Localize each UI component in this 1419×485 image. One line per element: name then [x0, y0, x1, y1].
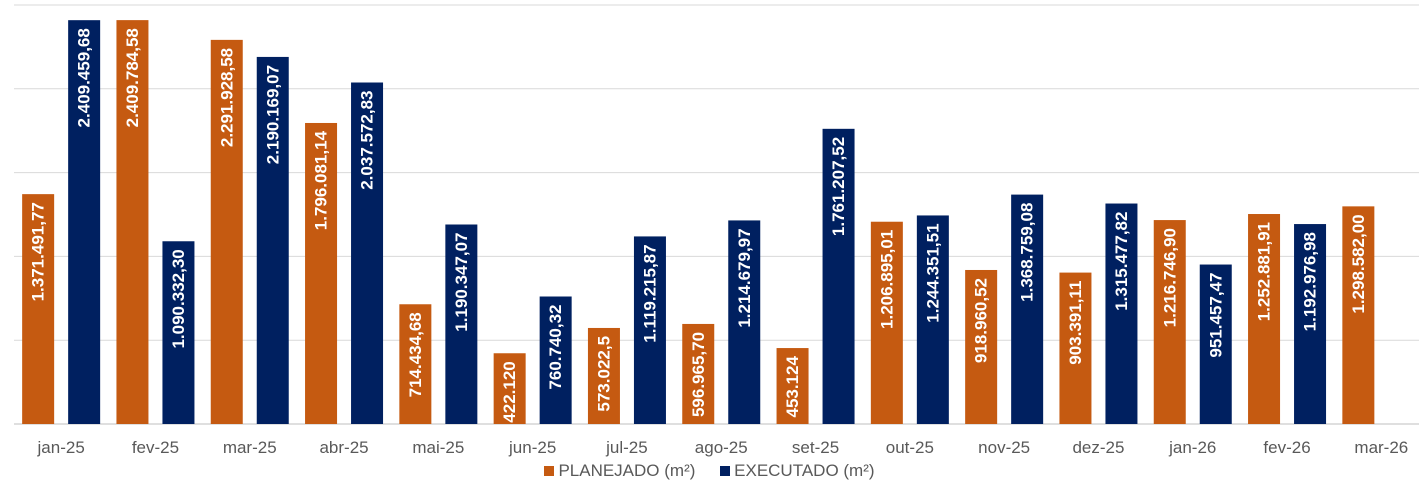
data-label: 2.037.572,83: [358, 91, 377, 190]
bar-executado: [728, 220, 761, 424]
data-label: 903.391,11: [1066, 281, 1085, 365]
x-tick-label: jan-25: [37, 438, 85, 457]
bar-planejado: [682, 323, 715, 424]
legend-item-executado: EXECUTADO (m²): [720, 461, 875, 481]
x-tick-label: jan-26: [1168, 438, 1216, 457]
legend: PLANEJADO (m²) EXECUTADO (m²): [0, 461, 1419, 481]
bar-planejado: [493, 353, 526, 424]
bar-executado: [633, 236, 666, 424]
data-label: 1.368.759,08: [1018, 203, 1037, 302]
legend-swatch-planejado: [544, 466, 555, 476]
bar-executado: [1199, 264, 1232, 424]
x-tick-label: mar-26: [1354, 438, 1408, 457]
bar-planejado: [116, 20, 149, 424]
x-tick-label: dez-25: [1072, 438, 1124, 457]
legend-label-executado: EXECUTADO (m²): [734, 461, 875, 480]
data-label: 1.298.582,00: [1349, 214, 1368, 313]
data-label: 1.206.895,01: [877, 230, 896, 329]
legend-swatch-executado: [720, 466, 731, 476]
bar-planejado: [965, 269, 998, 424]
x-tick-label: jul-25: [605, 438, 648, 457]
legend-label-planejado: PLANEJADO (m²): [558, 461, 696, 480]
data-label: 1.216.746,90: [1160, 228, 1179, 327]
bar-planejado: [1059, 272, 1092, 424]
x-tick-label: jun-25: [508, 438, 556, 457]
data-label: 1.192.976,98: [1301, 232, 1320, 331]
bar-planejado: [587, 327, 620, 424]
data-label: 1.244.351,51: [923, 223, 942, 322]
bar-planejado: [1342, 206, 1375, 424]
bar-executado: [1294, 224, 1327, 424]
data-label: 951.457,47: [1206, 273, 1225, 358]
legend-item-planejado: PLANEJADO (m²): [544, 461, 695, 481]
data-label: 714.434,68: [406, 312, 425, 397]
data-label: 573.022,5: [594, 336, 613, 412]
data-label: 422.120: [500, 361, 519, 422]
x-tick-label: fev-25: [132, 438, 179, 457]
bar-executado: [162, 241, 195, 424]
data-label: 1.190.347,07: [452, 232, 471, 331]
data-label: 1.315.477,82: [1112, 212, 1131, 311]
data-label: 1.119.215,87: [640, 244, 659, 342]
bar-executado: [539, 296, 572, 424]
data-label: 2.291.928,58: [217, 48, 236, 147]
bar-executado: [445, 224, 478, 424]
x-tick-label: abr-25: [319, 438, 368, 457]
bar-planejado: [1248, 214, 1281, 424]
data-label: 918.960,52: [972, 278, 991, 363]
data-label: 1.761.207,52: [829, 137, 848, 236]
x-tick-label: set-25: [792, 438, 839, 457]
bar-planejado: [776, 348, 809, 424]
bar-planejado: [1153, 220, 1186, 424]
bar-planejado: [870, 221, 903, 424]
data-label: 1.214.679,97: [735, 228, 754, 327]
x-tick-label: nov-25: [978, 438, 1030, 457]
x-tick-label: mai-25: [412, 438, 464, 457]
data-label: 1.090.332,30: [169, 249, 188, 348]
bar-executado: [1105, 203, 1138, 424]
bar-planejado: [305, 122, 338, 424]
bar-planejado: [399, 304, 432, 424]
data-label: 2.409.459,68: [75, 28, 94, 127]
x-tick-label: ago-25: [695, 438, 748, 457]
bar-executado: [68, 20, 101, 424]
bar-executado: [822, 128, 855, 424]
data-label: 2.409.784,58: [123, 28, 142, 127]
x-tick-label: out-25: [886, 438, 934, 457]
data-label: 1.796.081,14: [312, 130, 331, 230]
bar-executado: [916, 215, 949, 424]
x-tick-label: fev-26: [1263, 438, 1310, 457]
bar-executado: [1011, 194, 1044, 424]
bar-chart: 1.371.491,77 2.409.459,68 jan-25 2.409.784,…: [14, 4, 1419, 457]
data-label: 596.965,70: [689, 332, 708, 417]
data-label: 1.252.881,91: [1255, 222, 1274, 321]
bar-planejado: [210, 39, 243, 424]
x-tick-label: mar-25: [223, 438, 277, 457]
data-label: 1.371.491,77: [29, 202, 48, 301]
bar-executado: [351, 82, 384, 424]
bar-planejado: [22, 194, 55, 424]
data-label: 453.124: [783, 356, 802, 418]
bar-executado: [256, 56, 289, 424]
data-label: 2.190.169,07: [263, 65, 282, 164]
data-label: 760.740,32: [546, 304, 565, 389]
